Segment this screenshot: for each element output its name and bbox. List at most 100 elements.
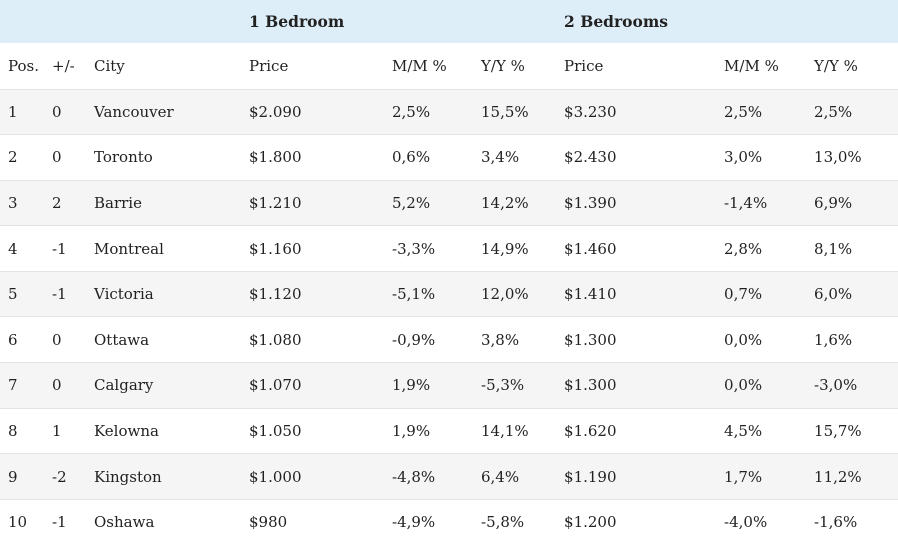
cell-change: 1 bbox=[52, 421, 62, 440]
cell-mm-2br: 0,0% bbox=[724, 330, 763, 349]
column-header-row: Pos. +/- City Price M/M % Y/Y % Price M/… bbox=[0, 43, 898, 89]
cell-mm-1br: 0,6% bbox=[392, 148, 431, 167]
cell-yy-2br: 15,7% bbox=[814, 421, 862, 440]
cell-yy-2br: 8,1% bbox=[814, 239, 853, 258]
col-header-mm-2br: M/M % bbox=[724, 56, 779, 75]
cell-price-2br: $1.300 bbox=[564, 330, 617, 349]
cell-change: -1 bbox=[52, 239, 67, 258]
cell-pos: 7 bbox=[8, 376, 18, 395]
cell-pos: 10 bbox=[8, 513, 28, 532]
cell-yy-1br: 12,0% bbox=[481, 285, 529, 304]
cell-city: Calgary bbox=[94, 376, 154, 395]
cell-mm-2br: 2,5% bbox=[724, 102, 763, 121]
cell-yy-1br: 6,4% bbox=[481, 467, 520, 486]
cell-mm-1br: -3,3% bbox=[392, 239, 436, 258]
table-row: 5 -1 Victoria $1.120 -5,1% 12,0% $1.410 0,7% 6,0… bbox=[0, 271, 898, 317]
cell-price-2br: $1.300 bbox=[564, 376, 617, 395]
cell-price-2br: $3.230 bbox=[564, 102, 617, 121]
group-header-one-bedroom: 1 Bedroom bbox=[249, 0, 565, 43]
cell-yy-2br: -3,0% bbox=[814, 376, 858, 395]
cell-mm-1br: -4,8% bbox=[392, 467, 436, 486]
cell-price-1br: $1.000 bbox=[249, 467, 302, 486]
cell-yy-1br: 14,9% bbox=[481, 239, 529, 258]
cell-city: Kingston bbox=[94, 467, 162, 486]
cell-yy-2br: 13,0% bbox=[814, 148, 862, 167]
col-header-yy-2br: Y/Y % bbox=[814, 56, 858, 75]
cell-city: Oshawa bbox=[94, 513, 155, 532]
cell-city: Ottawa bbox=[94, 330, 150, 349]
cell-yy-1br: 14,1% bbox=[481, 421, 529, 440]
cell-price-1br: $1.080 bbox=[249, 330, 302, 349]
cell-yy-1br: 3,4% bbox=[481, 148, 520, 167]
table-row: 8 1 Kelowna $1.050 1,9% 14,1% $1.620 4,5% 15,7% bbox=[0, 408, 898, 454]
cell-city: Toronto bbox=[94, 148, 153, 167]
cell-city: Montreal bbox=[94, 239, 164, 258]
cell-change: 0 bbox=[52, 102, 62, 121]
cell-price-2br: $1.410 bbox=[564, 285, 617, 304]
cell-mm-1br: 2,5% bbox=[392, 102, 431, 121]
table-row: 3 2 Barrie $1.210 5,2% 14,2% $1.390 -1,4% 6,9% bbox=[0, 180, 898, 226]
table-row: 4 -1 Montreal $1.160 -3,3% 14,9% $1.460 2,8% 8,1… bbox=[0, 225, 898, 272]
cell-yy-1br: 14,2% bbox=[481, 193, 529, 212]
col-header-mm-1br: M/M % bbox=[392, 56, 447, 75]
col-header-change: +/- bbox=[52, 56, 75, 75]
cell-price-1br: $2.090 bbox=[249, 102, 302, 121]
table-row: 1 0 Vancouver $2.090 2,5% 15,5% $3.230 2,5% 2,5% bbox=[0, 89, 898, 135]
cell-mm-2br: 4,5% bbox=[724, 421, 763, 440]
table-row: 6 0 Ottawa $1.080 -0,9% 3,8% $1.300 0,0% 1,6% bbox=[0, 316, 898, 363]
cell-price-1br: $1.210 bbox=[249, 193, 302, 212]
cell-pos: 9 bbox=[8, 467, 18, 486]
cell-mm-2br: 3,0% bbox=[724, 148, 763, 167]
cell-mm-1br: -0,9% bbox=[392, 330, 436, 349]
cell-yy-2br: -1,6% bbox=[814, 513, 858, 532]
cell-yy-1br: 3,8% bbox=[481, 330, 520, 349]
cell-pos: 8 bbox=[8, 421, 18, 440]
cell-city: Barrie bbox=[94, 193, 142, 212]
cell-mm-1br: 1,9% bbox=[392, 376, 431, 395]
cell-mm-1br: 5,2% bbox=[392, 193, 431, 212]
cell-price-2br: $1.390 bbox=[564, 193, 617, 212]
cell-yy-2br: 6,9% bbox=[814, 193, 853, 212]
cell-price-2br: $1.190 bbox=[564, 467, 617, 486]
cell-city: Vancouver bbox=[94, 102, 174, 121]
cell-change: 2 bbox=[52, 193, 62, 212]
group-header-two-bedrooms: 2 Bedrooms bbox=[564, 0, 898, 43]
cell-mm-2br: -1,4% bbox=[724, 193, 768, 212]
cell-change: -1 bbox=[52, 513, 67, 532]
table-row: 9 -2 Kingston $1.000 -4,8% 6,4% $1.190 1,7% 11,2… bbox=[0, 453, 898, 500]
cell-change: 0 bbox=[52, 376, 62, 395]
table-body: 1 0 Vancouver $2.090 2,5% 15,5% $3.230 2,5% 2,5%… bbox=[0, 89, 898, 545]
cell-price-1br: $1.050 bbox=[249, 421, 302, 440]
table-row: 2 0 Toronto $1.800 0,6% 3,4% $2.430 3,0% 13,0% bbox=[0, 134, 898, 181]
cell-price-1br: $1.070 bbox=[249, 376, 302, 395]
cell-pos: 2 bbox=[8, 148, 18, 167]
cell-price-1br: $980 bbox=[249, 513, 288, 532]
cell-price-2br: $1.620 bbox=[564, 421, 617, 440]
cell-mm-1br: -5,1% bbox=[392, 285, 436, 304]
cell-yy-1br: 15,5% bbox=[481, 102, 529, 121]
cell-mm-1br: -4,9% bbox=[392, 513, 436, 532]
col-header-city: City bbox=[94, 56, 125, 75]
cell-mm-2br: 0,0% bbox=[724, 376, 763, 395]
cell-change: 0 bbox=[52, 148, 62, 167]
cell-change: 0 bbox=[52, 330, 62, 349]
cell-mm-2br: 2,8% bbox=[724, 239, 763, 258]
col-header-price-2br: Price bbox=[564, 56, 604, 75]
cell-yy-2br: 1,6% bbox=[814, 330, 853, 349]
cell-pos: 5 bbox=[8, 285, 18, 304]
cell-price-1br: $1.160 bbox=[249, 239, 302, 258]
cell-mm-1br: 1,9% bbox=[392, 421, 431, 440]
cell-yy-2br: 6,0% bbox=[814, 285, 853, 304]
col-header-yy-1br: Y/Y % bbox=[481, 56, 525, 75]
cell-price-1br: $1.800 bbox=[249, 148, 302, 167]
cell-yy-1br: -5,8% bbox=[481, 513, 525, 532]
cell-pos: 1 bbox=[8, 102, 18, 121]
cell-yy-1br: -5,3% bbox=[481, 376, 525, 395]
cell-pos: 4 bbox=[8, 239, 18, 258]
cell-mm-2br: 1,7% bbox=[724, 467, 763, 486]
group-header-spacer bbox=[0, 0, 249, 43]
cell-price-2br: $1.460 bbox=[564, 239, 617, 258]
cell-pos: 3 bbox=[8, 193, 18, 212]
col-header-price-1br: Price bbox=[249, 56, 289, 75]
